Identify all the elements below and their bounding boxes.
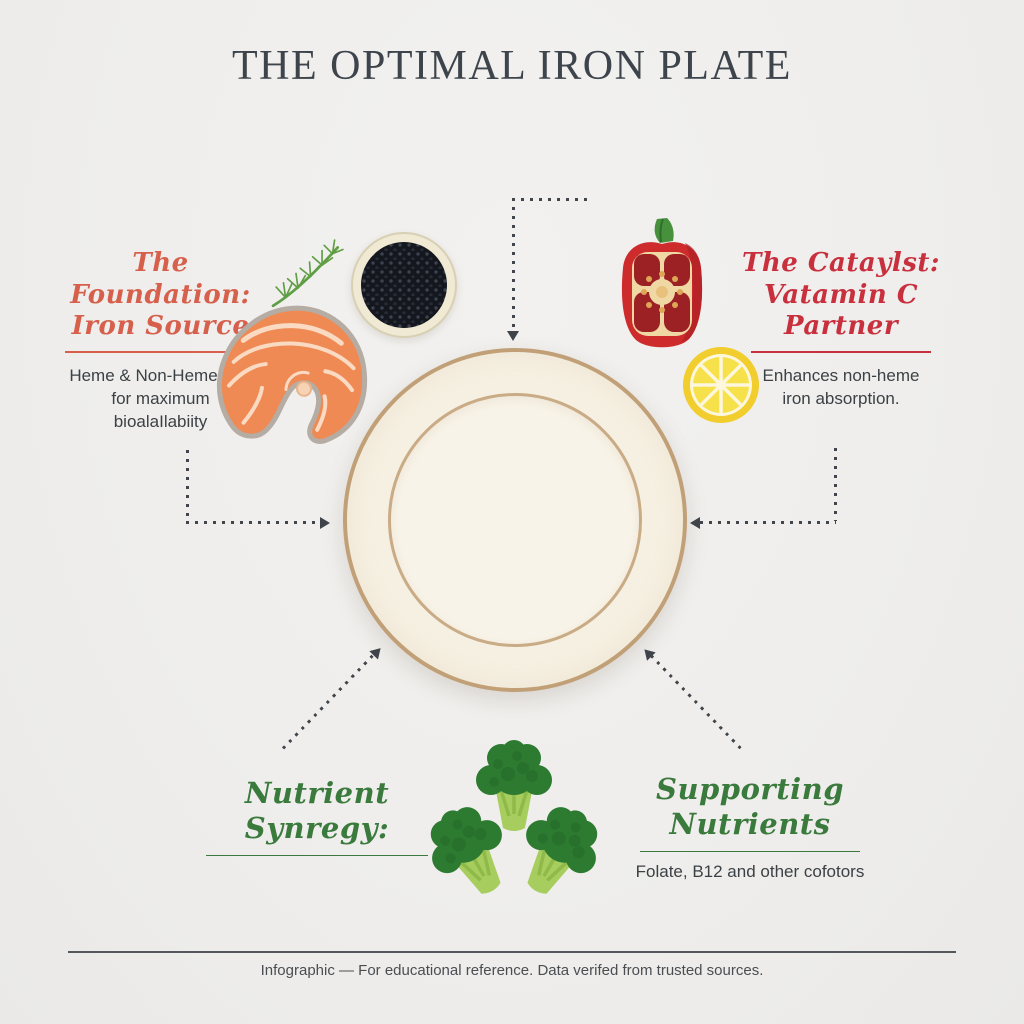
- arrowhead-up-left-icon: [640, 644, 657, 661]
- arrow-top-horizontal-segment: [512, 198, 587, 201]
- synergy-heading: Nutrient Synregy:: [196, 776, 438, 847]
- arrowhead-up-right-icon: [368, 643, 385, 660]
- broccoli-illustration: [418, 738, 610, 897]
- foundation-body-line-3: bioalaIlabiity: [113, 412, 208, 432]
- footer-divider: [68, 951, 956, 953]
- supporting-heading-line-1: Supporting Nutrients: [656, 772, 844, 842]
- arrowhead-left-icon: [690, 517, 700, 529]
- foundation-section: The Foundation: Iron Source Heme & Non-H…: [58, 248, 263, 433]
- catalyst-body: Enhances non-heme iron absorption.: [728, 364, 954, 410]
- footer-text: Infographic — For educational reference.…: [260, 962, 764, 979]
- arrow-right-horizontal-segment: [700, 521, 836, 524]
- foundation-body: Heme & Non-Heme Iron for maximum bioalaI…: [58, 364, 263, 433]
- supporting-body-line-1: Folate, B12 and other cofotors: [635, 862, 865, 882]
- foundation-heading-rule: [64, 351, 257, 354]
- plate-inner-ring: [388, 393, 642, 647]
- synergy-heading-line-1: Nutrient Synregy:: [244, 776, 390, 846]
- bell-pepper-illustration: [621, 218, 703, 348]
- supporting-heading-rule: [640, 850, 860, 853]
- arrow-right-vertical-segment: [834, 448, 837, 521]
- arrow-left-vertical-segment: [186, 450, 189, 523]
- salmon-steak-illustration: [217, 305, 368, 444]
- arrow-bottom-right: [640, 644, 744, 751]
- catalyst-heading-rule: [751, 351, 931, 354]
- supporting-body: Folate, B12 and other cofotors: [612, 860, 888, 883]
- caviar-bowl-illustration: [351, 232, 457, 338]
- foundation-heading-line-2: Iron Source: [71, 311, 250, 342]
- catalyst-body-line-2: iron absorption.: [782, 389, 900, 409]
- arrowhead-right-icon: [320, 517, 330, 529]
- catalyst-heading: The Cataylst: Vatamin C Partner: [728, 248, 954, 343]
- synergy-heading-rule: [206, 854, 428, 857]
- arrowhead-down-icon: [507, 331, 519, 341]
- foundation-heading-line-1: The Foundation:: [70, 248, 251, 310]
- synergy-section: Nutrient Synregy:: [196, 776, 438, 857]
- foundation-body-line-1: Heme & Non-Heme Iron: [69, 366, 252, 386]
- catalyst-body-line-1: Enhances non-heme: [762, 366, 920, 386]
- arrow-top-vertical-segment: [512, 198, 515, 333]
- dill-sprig-illustration: [271, 239, 344, 308]
- supporting-heading: Supporting Nutrients: [612, 772, 888, 843]
- plate-illustration: [343, 348, 687, 692]
- foundation-heading: The Foundation: Iron Source: [58, 248, 263, 343]
- arrow-bottom-left: [281, 643, 385, 750]
- foundation-body-line-2: for maximum: [111, 389, 210, 409]
- arrow-left-horizontal-segment: [186, 521, 322, 524]
- lemon-slice-illustration: [683, 347, 759, 423]
- catalyst-heading-line-1: The Cataylst:: [742, 248, 940, 278]
- catalyst-heading-line-2: Vatamin C Partner: [763, 279, 919, 342]
- caviar-mass: [361, 242, 447, 328]
- supporting-section: Supporting Nutrients Folate, B12 and oth…: [612, 772, 888, 883]
- catalyst-section: The Cataylst: Vatamin C Partner Enhances…: [728, 248, 954, 410]
- page-title: THE OPTIMAL IRON PLATE: [232, 43, 792, 89]
